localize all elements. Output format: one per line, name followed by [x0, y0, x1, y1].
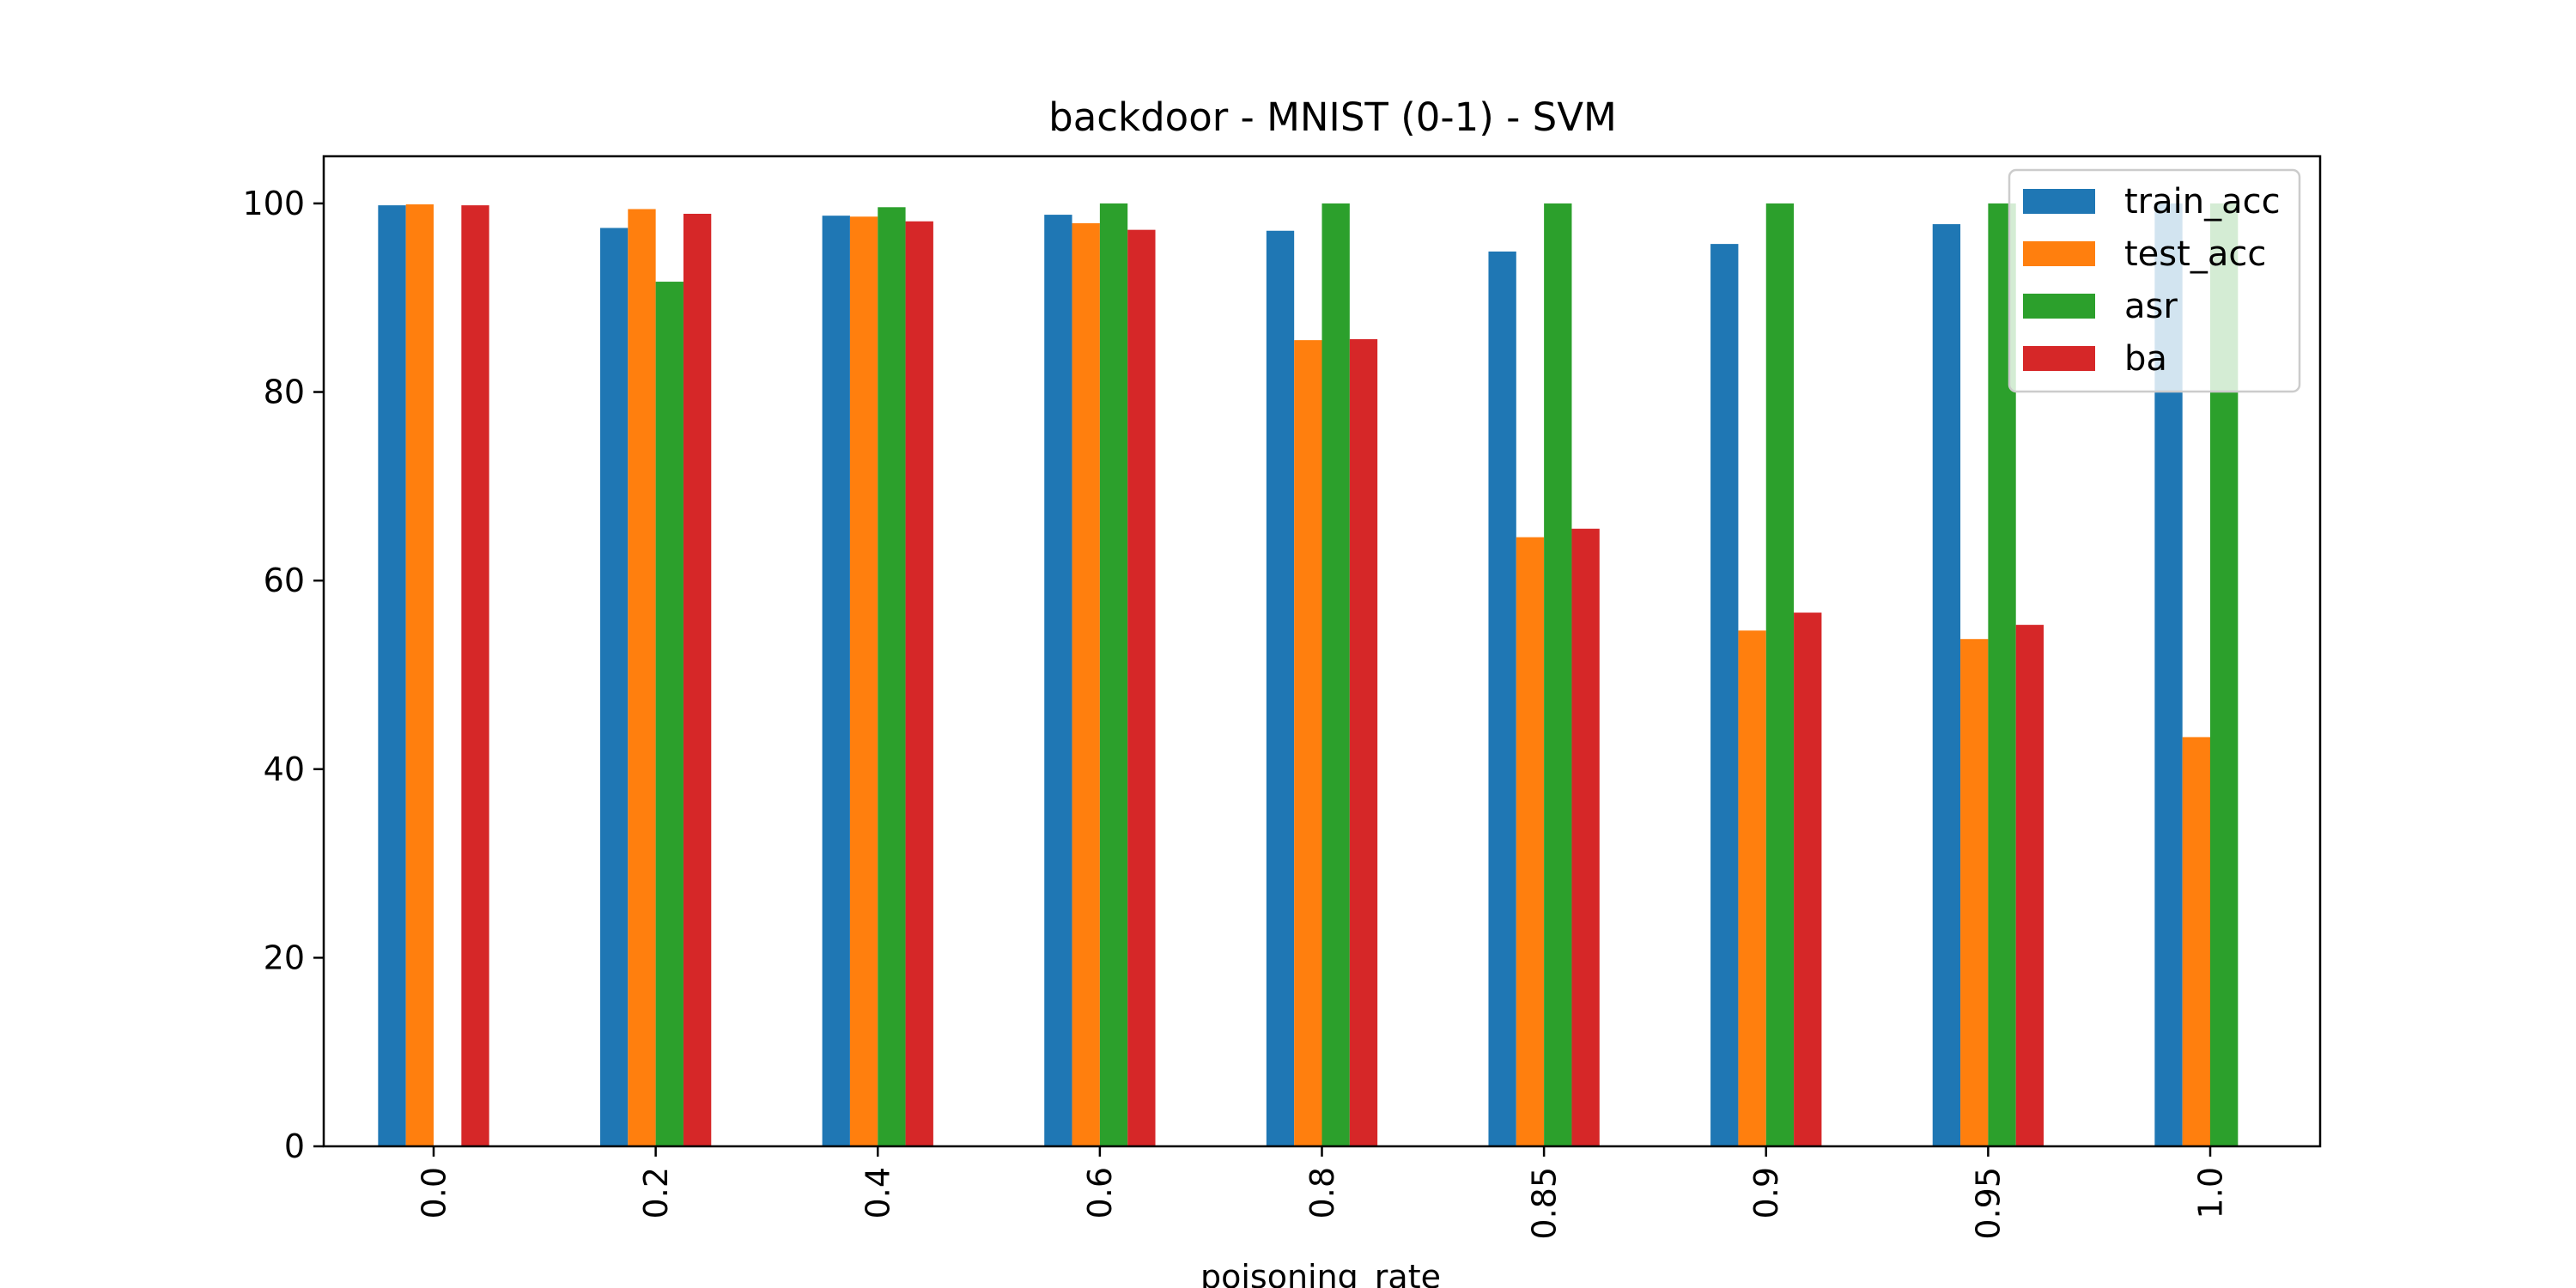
- bar-test_acc-0.2: [628, 209, 656, 1147]
- bar-train_acc-0.0: [378, 205, 406, 1147]
- legend-swatch-test_acc: [2023, 241, 2095, 266]
- bar-ba-0.6: [1127, 229, 1156, 1146]
- bar-test_acc-0.0: [405, 204, 434, 1146]
- y-tick-label: 40: [264, 750, 305, 788]
- x-tick-label: 0.95: [1970, 1167, 2008, 1240]
- y-tick-label: 80: [264, 374, 305, 411]
- legend-swatch-asr: [2023, 294, 2095, 319]
- bar-ba-0.85: [1571, 528, 1600, 1146]
- legend-swatch-train_acc: [2023, 189, 2095, 214]
- bar-test_acc-0.9: [1738, 630, 1766, 1146]
- bar-asr-0.4: [878, 207, 906, 1146]
- chart-title: backdoor - MNIST (0-1) - SVM: [1048, 94, 1617, 140]
- bar-ba-0.9: [1794, 612, 1822, 1146]
- bar-asr-0.85: [1544, 203, 1572, 1146]
- bar-asr-0.9: [1765, 203, 1795, 1146]
- bar-train_acc-0.2: [599, 228, 629, 1147]
- legend-swatch-ba: [2023, 346, 2095, 371]
- legend-label-ba: ba: [2124, 339, 2167, 379]
- bar-test_acc-0.95: [1960, 639, 1989, 1146]
- bar-test_acc-0.85: [1516, 537, 1545, 1146]
- x-axis: 0.0 0.2 0.4 0.6 0.8 0.85 0.9 0.95 1.0: [415, 1146, 2229, 1240]
- bar-train_acc-0.8: [1266, 230, 1295, 1146]
- bar-ba-0.2: [683, 213, 712, 1147]
- x-tick-label: 0.9: [1747, 1167, 1785, 1218]
- x-tick-label: 0.2: [637, 1167, 675, 1218]
- legend-label-train_acc: train_acc: [2124, 182, 2281, 222]
- bar-test_acc-0.8: [1294, 340, 1322, 1146]
- y-axis: 0 20 40 60 80 100: [242, 185, 324, 1165]
- bar-test_acc-0.6: [1072, 222, 1100, 1147]
- bar-test_acc-0.4: [849, 216, 878, 1146]
- y-tick-label: 0: [284, 1127, 305, 1165]
- legend-label-asr: asr: [2124, 287, 2178, 326]
- bar-ba-0.8: [1349, 339, 1378, 1146]
- bar-train_acc-0.4: [822, 216, 850, 1147]
- x-tick-label: 0.0: [415, 1167, 453, 1218]
- x-tick-label: 0.6: [1081, 1167, 1119, 1218]
- bar-asr-0.2: [655, 282, 683, 1146]
- x-tick-label: 0.4: [860, 1167, 897, 1218]
- bar-train_acc-0.9: [1710, 244, 1739, 1146]
- legend-box: [2008, 168, 2301, 393]
- bar-ba-0.4: [905, 221, 933, 1146]
- bar-asr-0.8: [1321, 203, 1350, 1146]
- bars: [378, 203, 2239, 1147]
- x-tick-label: 1.0: [2191, 1167, 2229, 1218]
- bar-ba-0.95: [2015, 624, 2044, 1146]
- y-tick-label: 60: [264, 562, 305, 599]
- bar-asr-0.6: [1099, 203, 1128, 1146]
- x-tick-label: 0.8: [1303, 1167, 1341, 1218]
- y-tick-label: 100: [242, 185, 305, 222]
- x-axis-label: poisoning_rate: [1200, 1258, 1441, 1288]
- bar-train_acc-0.95: [1932, 224, 1961, 1146]
- bar-train_acc-0.6: [1044, 215, 1072, 1147]
- bar-ba-0.0: [461, 205, 489, 1147]
- x-tick-label: 0.85: [1525, 1167, 1563, 1240]
- bar-test_acc-1.0: [2182, 737, 2210, 1146]
- legend-label-test_acc: test_acc: [2124, 234, 2266, 274]
- y-tick-label: 20: [264, 939, 305, 976]
- bar-train_acc-0.85: [1488, 251, 1516, 1146]
